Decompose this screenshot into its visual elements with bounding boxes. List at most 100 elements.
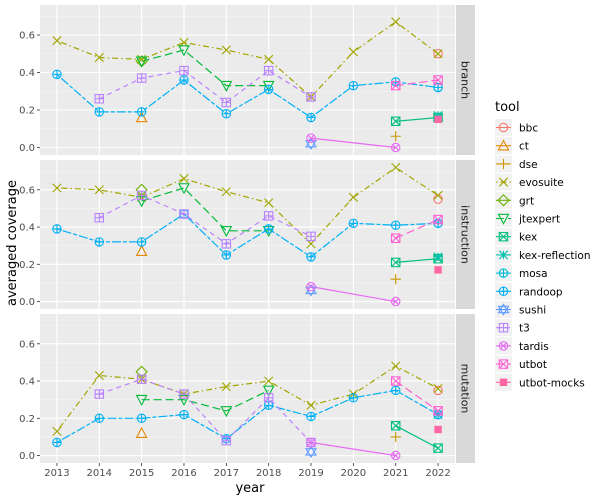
panel-background xyxy=(40,160,455,309)
data-point-randoop xyxy=(136,413,147,424)
data-point-utbot-mocks xyxy=(434,425,442,434)
legend-label: grt xyxy=(519,195,534,207)
legend-item-kex: kex xyxy=(495,228,537,246)
facet-strip-label: branch xyxy=(459,61,472,99)
series-line-utbot xyxy=(395,79,439,87)
legend-key-symbol xyxy=(498,158,509,170)
legend-key-symbol xyxy=(498,359,509,369)
data-point-jtexpert xyxy=(262,385,275,397)
x-tick-label: 2019 xyxy=(298,468,323,479)
y-tick-label: 0.2 xyxy=(19,106,35,117)
data-point-randoop xyxy=(306,112,316,123)
facet-strip-label: mutation xyxy=(459,364,472,414)
data-point-tardis xyxy=(390,450,401,461)
x-axis: 2013 2014 2015 2016 2017 2018 2019 2020 2021 2022 xyxy=(44,463,451,479)
series-line-utbot xyxy=(395,380,439,412)
series-line-tardis xyxy=(310,441,396,457)
data-point-randoop xyxy=(348,80,359,91)
x-tick-label: 2021 xyxy=(383,468,408,479)
legend-item-evosuite: evosuite xyxy=(495,173,564,191)
legend-label: kex-reflection xyxy=(519,250,591,262)
data-point-t3 xyxy=(136,73,147,83)
data-point-utbot-mocks xyxy=(434,115,442,124)
data-point-t3 xyxy=(263,211,274,221)
data-point-evosuite xyxy=(391,361,401,371)
series-line-kex xyxy=(395,116,439,122)
data-point-randoop xyxy=(306,411,316,422)
data-point-dse xyxy=(390,274,401,285)
data-point-bbc xyxy=(433,48,443,59)
legend-label: mosa xyxy=(519,268,548,280)
data-point-jtexpert xyxy=(220,80,233,92)
legend-key-symbol xyxy=(498,122,509,133)
data-point-evosuite xyxy=(306,400,316,410)
data-point-randoop xyxy=(52,437,62,448)
legend-label: dse xyxy=(519,159,538,171)
y-tick-label: 0.0 xyxy=(19,297,35,308)
data-point-randoop xyxy=(221,250,232,260)
legend-item-dse: dse xyxy=(495,155,538,173)
data-point-t3 xyxy=(179,389,189,399)
data-point-t3 xyxy=(136,374,147,384)
legend-key-symbol xyxy=(497,213,510,225)
data-point-utbot xyxy=(390,376,401,386)
data-point-randoop xyxy=(221,109,232,119)
data-point-sushi xyxy=(305,137,317,151)
data-point-evosuite xyxy=(391,17,401,27)
data-point-jtexpert xyxy=(135,394,148,407)
legend-label: bbc xyxy=(519,123,538,135)
series-line-jtexpert xyxy=(141,187,269,232)
data-point-evosuite xyxy=(221,187,231,197)
series-line-jtexpert xyxy=(141,389,269,412)
legend-label: sushi xyxy=(519,305,546,317)
data-point-utbot xyxy=(390,80,401,91)
data-point-randoop xyxy=(263,84,274,95)
data-point-evosuite xyxy=(391,162,401,173)
x-tick-label: 2018 xyxy=(256,468,281,479)
data-point-tardis xyxy=(390,296,401,307)
legend-item-bbc: bbc xyxy=(495,119,538,136)
facet-strip xyxy=(456,314,475,463)
data-point-t3 xyxy=(179,65,189,76)
legend-key-symbol xyxy=(497,194,510,207)
data-point-evosuite xyxy=(179,174,189,184)
data-point-evosuite xyxy=(94,185,104,195)
data-point-randoop xyxy=(136,237,147,247)
data-point-t3 xyxy=(94,94,105,104)
data-point-utbot xyxy=(433,75,443,85)
legend-key-symbol xyxy=(498,231,509,242)
legend-key-symbol xyxy=(498,177,509,187)
legend-item-grt: grt xyxy=(495,191,534,209)
legend-item-sushi: sushi xyxy=(495,301,546,318)
data-point-evosuite xyxy=(264,54,274,64)
data-point-t3 xyxy=(263,65,274,76)
data-point-randoop xyxy=(52,224,62,234)
series-line-evosuite xyxy=(56,365,439,432)
data-point-t3 xyxy=(94,389,105,399)
legend-label: tardis xyxy=(519,341,549,353)
data-point-kex-reflection xyxy=(433,252,443,262)
facet-strip xyxy=(456,5,475,155)
legend-key-symbol xyxy=(498,341,509,351)
data-point-t3 xyxy=(221,97,232,108)
x-tick-label: 2022 xyxy=(425,468,450,479)
data-point-evosuite xyxy=(348,192,358,202)
facet-panel-mutation: 0.0 0.2 0.4 0.6 mutation xyxy=(19,314,475,463)
series-line-t3 xyxy=(99,378,312,443)
x-tick-label: 2017 xyxy=(214,468,239,479)
data-point-kex-reflection xyxy=(433,111,443,121)
x-tick-label: 2015 xyxy=(129,468,154,479)
y-tick-label: 0.6 xyxy=(19,185,35,196)
series-points xyxy=(52,361,443,461)
data-point-evosuite xyxy=(221,382,231,392)
data-point-bbc xyxy=(433,385,443,396)
data-point-tardis xyxy=(390,142,401,153)
y-axis-title: averaged coverage xyxy=(5,180,20,306)
data-point-randoop xyxy=(390,385,401,396)
data-point-randoop xyxy=(136,107,147,117)
data-point-jtexpert xyxy=(220,406,233,418)
legend-key-symbol xyxy=(497,303,510,316)
data-point-tardis xyxy=(306,281,316,292)
legend-item-utbot: utbot xyxy=(495,355,547,373)
